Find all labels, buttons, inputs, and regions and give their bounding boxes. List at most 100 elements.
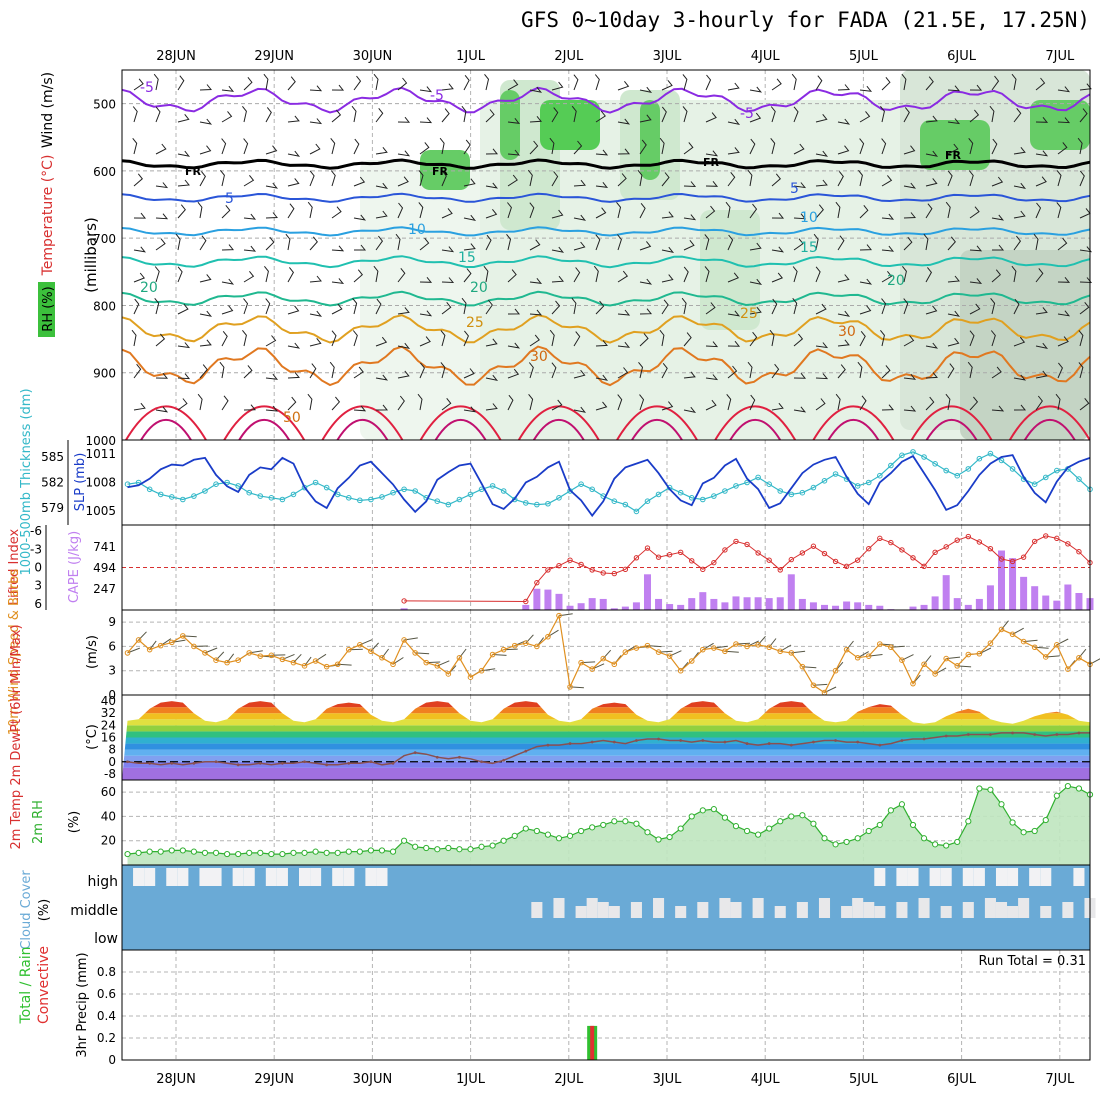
wind-speed-point <box>688 658 695 664</box>
wind-barb <box>461 297 467 315</box>
x-tick-label-top: 28JUN <box>156 49 196 64</box>
wind-barb <box>329 361 335 379</box>
x-tick-label-bottom: 3JUL <box>653 1072 683 1087</box>
wind-barb <box>243 76 253 91</box>
wind-speed-point <box>633 645 640 651</box>
lifted-index-point <box>866 545 872 552</box>
rh-shading <box>960 250 1090 440</box>
wind-barb <box>441 301 452 315</box>
wind-barb <box>551 399 563 411</box>
temperature-axis-label: Temperature (°C) <box>40 155 56 277</box>
wind-barb <box>771 363 780 379</box>
cloud-level-low: low <box>94 931 118 947</box>
thickness-point <box>445 501 452 508</box>
thickness-point <box>279 496 286 503</box>
lifted-index-point <box>644 545 651 551</box>
cape-bar <box>854 602 862 610</box>
wind-barb <box>1013 336 1026 347</box>
wind-barb <box>353 176 366 187</box>
wind-barb <box>947 85 961 92</box>
wind-speed-point <box>788 650 795 656</box>
rh-point <box>135 849 142 856</box>
cape-bar <box>566 605 574 610</box>
lifted-index-point <box>733 538 739 545</box>
wind-speed-point <box>489 651 496 658</box>
wind-speed-point <box>622 649 629 655</box>
lifted-index-point <box>987 545 994 552</box>
lifted-index-point <box>1031 538 1038 545</box>
lifted-index-point <box>689 558 695 564</box>
wind-barb <box>639 308 653 315</box>
thickness-point <box>522 500 529 506</box>
wind-barb <box>837 310 851 317</box>
lifted-index-point <box>910 555 916 561</box>
lifted-index-point <box>655 554 662 560</box>
x-tick-label-top: 1JUL <box>456 49 486 64</box>
wind-barb <box>595 149 609 156</box>
rh-point <box>168 847 175 854</box>
wind-barb <box>595 340 608 347</box>
wind-barb <box>837 145 850 155</box>
lifted-index-point <box>899 547 905 553</box>
lifted-index-point <box>1009 558 1016 565</box>
wind-barb <box>441 83 454 91</box>
rh-shading <box>700 210 760 330</box>
wind-barb <box>683 371 696 379</box>
wind-barb <box>925 115 938 123</box>
wind-barb <box>331 84 345 91</box>
wind-barb <box>419 237 430 251</box>
cape-bar <box>655 598 663 610</box>
wind-barb <box>638 361 644 379</box>
wind-speed-point <box>589 666 595 672</box>
isotherm-hot <box>1008 405 1091 441</box>
rh-point <box>600 821 607 829</box>
cape-bar <box>909 606 917 610</box>
thickness-point <box>821 478 828 484</box>
wind10-axis-label: 10m Wind Speed & Barbs <box>7 569 22 736</box>
thickness-point <box>545 500 551 507</box>
wind-barb <box>463 268 472 283</box>
li-tick-label: 3 <box>34 579 42 593</box>
wind-barb <box>661 274 674 283</box>
cape-bar <box>588 598 596 610</box>
wind-speed-point <box>899 657 905 663</box>
dewpoint-point <box>126 760 129 764</box>
contour-label: 20 <box>470 280 488 296</box>
wind-speed-point <box>246 650 253 656</box>
wind-speed-point <box>666 653 673 659</box>
thickness-point <box>832 471 839 477</box>
rh-point <box>445 844 452 852</box>
wind-barb <box>573 369 586 379</box>
wind-barb <box>485 403 498 411</box>
dewpoint-point <box>413 751 417 755</box>
dewpoint-point <box>148 761 152 765</box>
cape-bar <box>721 602 729 610</box>
cloud-middle-gap <box>852 898 864 918</box>
wind-barb <box>573 74 579 91</box>
wind-speed-point <box>722 648 728 655</box>
wind-barb <box>551 300 561 315</box>
freezing-level-line <box>121 158 1091 170</box>
wind-barb <box>947 275 960 283</box>
panel-frames <box>45 69 1091 1061</box>
wind-barb <box>419 362 425 379</box>
wind-barb-10m <box>923 655 932 665</box>
rh-point <box>721 814 729 821</box>
cloud-middle-gap <box>774 906 786 918</box>
wind-barb <box>485 208 498 219</box>
precip-tick-label: 0.2 <box>97 1031 116 1045</box>
wind-barb <box>793 106 799 123</box>
wind-speed-point <box>445 671 452 677</box>
rh-point <box>478 843 485 850</box>
lifted-index-point <box>954 537 960 543</box>
dewpoint-point <box>170 761 174 765</box>
thickness-point <box>345 495 352 501</box>
dewpoint-point <box>812 740 815 744</box>
thickness-point <box>987 450 994 457</box>
wind-barb <box>507 202 512 219</box>
temp-tick-label: 32 <box>101 706 116 720</box>
isotherm-hot <box>827 419 880 441</box>
page-title: GFS 0~10day 3-hourly for FADA (21.5E, 17… <box>521 8 1090 32</box>
wind-barb <box>639 139 647 155</box>
